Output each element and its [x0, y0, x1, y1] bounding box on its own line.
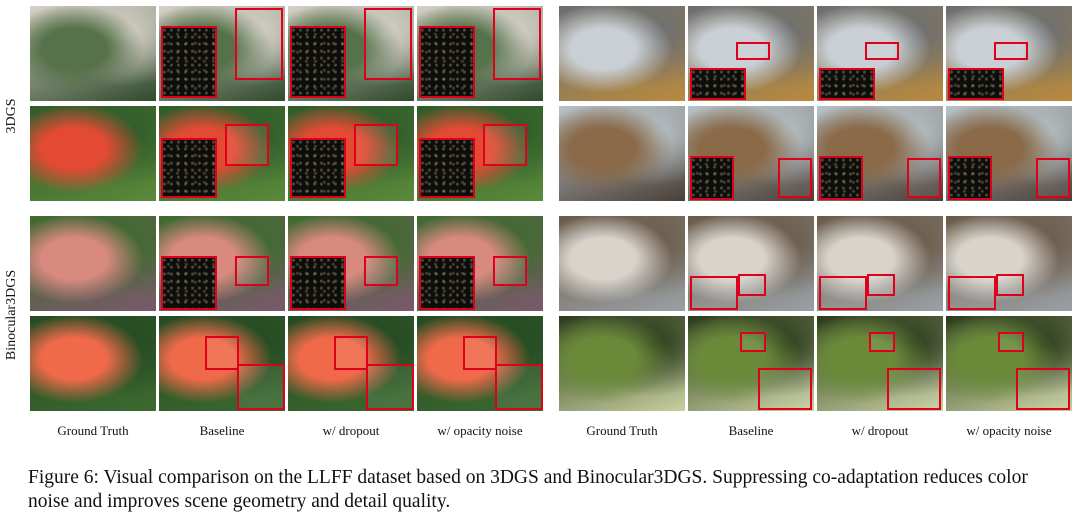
zoom-inset-box [690, 156, 734, 200]
zoom-inset-box [948, 156, 992, 200]
col-label-opacity-noise-right: w/ opacity noise [966, 423, 1052, 438]
row-label-binocular3dgs: Binocular3DGS [4, 269, 19, 361]
col-label-opacity-noise-left: w/ opacity noise [437, 423, 523, 438]
zoom-inset-box [366, 364, 414, 410]
zoom-inset-box [495, 364, 543, 410]
zoom-inset-box [948, 276, 996, 310]
image-orchids-opacity-noise-left [417, 216, 543, 311]
zoom-inset-box [161, 256, 217, 310]
zoom-inset-box [161, 138, 217, 198]
col-label-baseline-right: Baseline [728, 423, 774, 438]
image-leaves-baseline-right [688, 316, 814, 411]
figure-caption: Figure 6: Visual comparison on the LLFF … [28, 467, 1028, 512]
zoom-inset-box [736, 42, 770, 60]
zoom-inset-box [161, 26, 217, 98]
zoom-inset-box [819, 276, 867, 310]
zoom-inset-box [463, 336, 497, 370]
image-leaves-dropout-right [817, 316, 943, 411]
zoom-inset-box [690, 68, 746, 100]
zoom-inset-box [1016, 368, 1070, 410]
image-fern-dropout-left [288, 6, 414, 101]
zoom-inset-box [869, 332, 895, 352]
image-leaves_flower-opacity-noise-left [417, 316, 543, 411]
zoom-inset-box [334, 336, 368, 370]
zoom-inset-box [758, 368, 812, 410]
zoom-inset-box [290, 26, 346, 98]
zoom-inset-box [887, 368, 941, 410]
zoom-inset-box [998, 332, 1024, 352]
image-fern-opacity-noise-left [417, 6, 543, 101]
image-leaves_flower-ground-truth-left [30, 316, 156, 411]
zoom-inset-box [493, 8, 541, 80]
zoom-inset-box [819, 68, 875, 100]
zoom-inset-box [205, 336, 239, 370]
image-leaves_flower-baseline-left [159, 316, 285, 411]
zoom-inset-box [235, 8, 283, 80]
image-horns-baseline-right [688, 106, 814, 201]
image-room-dropout-right [817, 6, 943, 101]
image-trex-ground-truth-right [559, 216, 685, 311]
zoom-inset-box [419, 256, 475, 310]
zoom-inset-box [354, 124, 398, 166]
image-leaves-ground-truth-right [559, 316, 685, 411]
zoom-inset-box [235, 256, 269, 286]
col-label-baseline-left: Baseline [199, 423, 245, 438]
zoom-inset-box [907, 158, 941, 198]
image-leaves_flower-dropout-left [288, 316, 414, 411]
row-label-3dgs: 3DGS [4, 98, 19, 134]
image-orchids-dropout-left [288, 216, 414, 311]
zoom-inset-box [948, 68, 1004, 100]
zoom-inset-box [290, 138, 346, 198]
image-horns-dropout-right [817, 106, 943, 201]
col-label-ground-truth-right: Ground Truth [586, 423, 658, 438]
zoom-inset-box [738, 274, 766, 296]
image-trex-dropout-right [817, 216, 943, 311]
zoom-inset-box [867, 274, 895, 296]
zoom-inset-box [225, 124, 269, 166]
zoom-inset-box [996, 274, 1024, 296]
image-fern-baseline-left [159, 6, 285, 101]
zoom-inset-box [778, 158, 812, 198]
zoom-inset-box [419, 138, 475, 198]
image-horns-opacity-noise-right [946, 106, 1072, 201]
zoom-inset-box [364, 8, 412, 80]
col-label-ground-truth-left: Ground Truth [57, 423, 129, 438]
zoom-inset-box [1036, 158, 1070, 198]
image-flower-baseline-left [159, 106, 285, 201]
col-label-dropout-left: w/ dropout [322, 423, 380, 438]
zoom-inset-box [483, 124, 527, 166]
image-horns-ground-truth-right [559, 106, 685, 201]
image-orchids-ground-truth-left [30, 216, 156, 311]
image-orchids-baseline-left [159, 216, 285, 311]
zoom-inset-box [690, 276, 738, 310]
image-room-ground-truth-right [559, 6, 685, 101]
zoom-inset-box [865, 42, 899, 60]
zoom-inset-box [740, 332, 766, 352]
image-room-baseline-right [688, 6, 814, 101]
image-flower-dropout-left [288, 106, 414, 201]
image-leaves-opacity-noise-right [946, 316, 1072, 411]
zoom-inset-box [819, 156, 863, 200]
zoom-inset-box [994, 42, 1028, 60]
image-trex-baseline-right [688, 216, 814, 311]
image-fern-ground-truth-left [30, 6, 156, 101]
zoom-inset-box [290, 256, 346, 310]
image-trex-opacity-noise-right [946, 216, 1072, 311]
image-flower-opacity-noise-left [417, 106, 543, 201]
zoom-inset-box [493, 256, 527, 286]
zoom-inset-box [237, 364, 285, 410]
zoom-inset-box [419, 26, 475, 98]
image-flower-ground-truth-left [30, 106, 156, 201]
image-room-opacity-noise-right [946, 6, 1072, 101]
zoom-inset-box [364, 256, 398, 286]
col-label-dropout-right: w/ dropout [851, 423, 909, 438]
